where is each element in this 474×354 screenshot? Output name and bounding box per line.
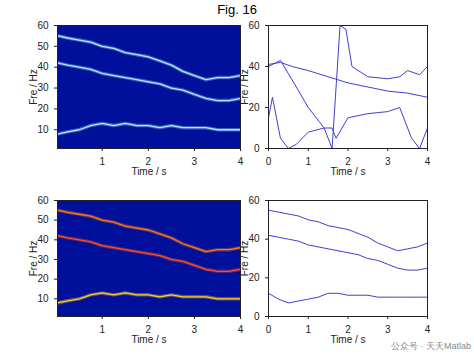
svg-text:1: 1 (99, 324, 105, 335)
svg-text:3: 3 (385, 156, 391, 167)
svg-text:4: 4 (425, 324, 431, 335)
svg-text:Fre / Hz: Fre / Hz (28, 241, 39, 277)
svg-text:20: 20 (37, 103, 49, 114)
svg-text:60: 60 (248, 195, 260, 206)
svg-text:Time / s: Time / s (330, 166, 365, 177)
svg-text:Time / s: Time / s (131, 334, 166, 345)
svg-text:2: 2 (345, 323, 351, 335)
svg-text:50: 50 (37, 41, 49, 52)
svg-text:1: 1 (305, 156, 311, 167)
html-text:Fig. 16: Fig. 16 (217, 2, 257, 17)
svg-text:Fre / Hz: Fre / Hz (239, 241, 250, 277)
svg-text:30: 30 (37, 82, 49, 93)
svg-text:20: 20 (37, 273, 49, 284)
svg-text:Time / s: Time / s (330, 334, 365, 345)
svg-text:20: 20 (248, 102, 260, 113)
html-text:公众号 · 天天Matlab: 公众号 · 天天Matlab (391, 341, 471, 351)
svg-text:30: 30 (37, 254, 49, 265)
svg-text:3: 3 (192, 156, 198, 167)
svg-text:3: 3 (192, 324, 198, 335)
svg-text:4: 4 (425, 156, 431, 167)
svg-text:0: 0 (266, 324, 272, 335)
svg-text:1: 1 (99, 156, 105, 167)
svg-text:40: 40 (248, 233, 260, 244)
svg-text:1: 1 (305, 324, 311, 335)
svg-text:2: 2 (145, 155, 152, 167)
svg-text:0: 0 (266, 156, 272, 167)
svg-text:Fre / Hz: Fre / Hz (28, 69, 39, 105)
svg-text:60: 60 (37, 20, 49, 31)
svg-text:3: 3 (385, 324, 391, 335)
svg-text:Time / s: Time / s (131, 166, 166, 177)
svg-text:10: 10 (37, 293, 49, 304)
svg-text:2: 2 (345, 155, 351, 167)
svg-text:10: 10 (37, 124, 49, 135)
svg-text:50: 50 (37, 214, 49, 225)
svg-text:0: 0 (254, 143, 260, 154)
svg-text:60: 60 (248, 20, 260, 31)
svg-text:0: 0 (254, 311, 260, 322)
svg-text:20: 20 (248, 272, 260, 283)
svg-text:4: 4 (238, 156, 244, 167)
svg-text:40: 40 (37, 234, 49, 245)
svg-text:Fre / Hz: Fre / Hz (239, 69, 250, 105)
svg-text:4: 4 (238, 324, 244, 335)
svg-text:40: 40 (248, 61, 260, 72)
svg-text:40: 40 (37, 61, 49, 72)
svg-text:60: 60 (37, 195, 49, 206)
svg-text:2: 2 (145, 323, 152, 335)
